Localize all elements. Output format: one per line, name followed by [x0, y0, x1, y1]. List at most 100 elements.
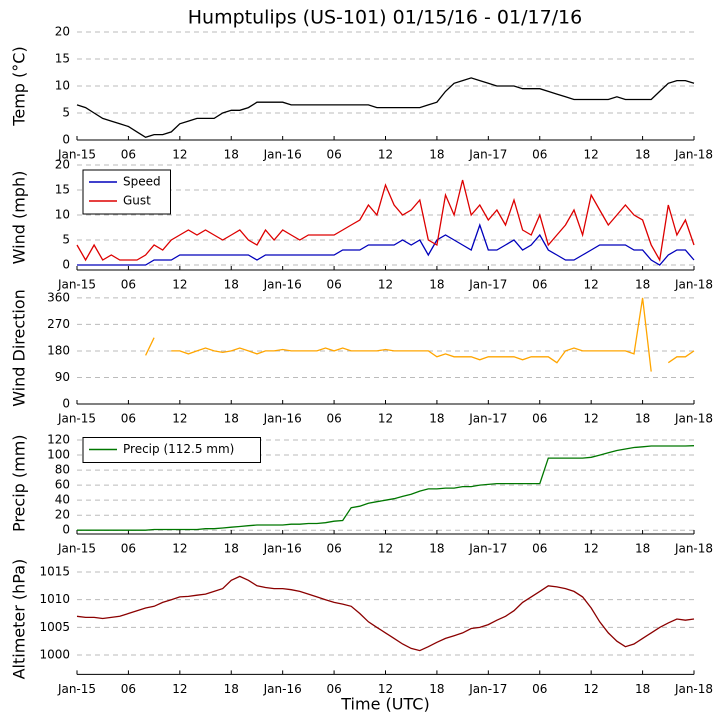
x-tick-label: 06: [326, 278, 341, 292]
y-axis-label: Altimeter (hPa): [10, 559, 29, 680]
x-tick-label: 18: [635, 542, 650, 556]
legend-box: [82, 169, 171, 215]
x-tick-label: 06: [326, 148, 341, 162]
y-tick-label: 5: [62, 106, 70, 120]
x-tick-label: 18: [635, 148, 650, 162]
y-tick-label: 1015: [39, 565, 70, 579]
x-tick-label: 18: [429, 412, 444, 426]
legend-label: Gust: [123, 194, 151, 208]
x-tick-label: 06: [121, 278, 136, 292]
data-line: [77, 445, 695, 531]
x-tick-label: 18: [429, 542, 444, 556]
x-tick-label: 06: [326, 412, 341, 426]
y-axis-label: Wind (mph): [10, 171, 29, 265]
x-tick-label: Jan-18: [674, 148, 713, 162]
x-tick-label: Jan-18: [674, 682, 713, 696]
x-tick-label: Jan-15: [57, 278, 96, 292]
data-line: [77, 222, 695, 266]
y-tick-label: 360: [47, 290, 70, 304]
x-tick-label: 12: [584, 542, 599, 556]
x-tick-label: Jan-16: [263, 542, 302, 556]
y-tick-label: 1000: [39, 648, 70, 662]
x-tick-label: 12: [172, 278, 187, 292]
x-tick-label: 12: [172, 148, 187, 162]
y-tick-label: 180: [47, 343, 70, 357]
x-tick-label: Jan-18: [674, 278, 713, 292]
x-tick-label: 06: [121, 148, 136, 162]
x-tick-label: Jan-17: [468, 682, 507, 696]
x-tick-label: 18: [635, 278, 650, 292]
x-tick-label: Jan-15: [57, 412, 96, 426]
x-tick-label: Jan-15: [57, 148, 96, 162]
y-tick-label: 270: [47, 317, 70, 331]
x-tick-label: Jan-18: [674, 542, 713, 556]
x-tick-label: 12: [378, 278, 393, 292]
y-tick-label: 1005: [39, 620, 70, 634]
x-tick-label: 12: [172, 412, 187, 426]
x-tick-label: 06: [532, 148, 547, 162]
y-tick-label: 10: [55, 79, 70, 93]
y-tick-label: 0: [62, 397, 70, 411]
x-tick-label: 12: [584, 278, 599, 292]
x-tick-label: 12: [172, 542, 187, 556]
data-line: [76, 77, 695, 139]
x-tick-label: Jan-17: [468, 278, 507, 292]
x-tick-label: Jan-18: [674, 412, 713, 426]
x-tick-label: 18: [429, 278, 444, 292]
y-axis-label: Wind Direction: [10, 289, 29, 407]
y-tick-label: 120: [47, 433, 70, 447]
legend-label: Precip (112.5 mm): [123, 442, 234, 456]
x-tick-label: 12: [584, 682, 599, 696]
x-tick-label: 18: [635, 682, 650, 696]
x-tick-label: Jan-15: [57, 542, 96, 556]
y-tick-label: 15: [55, 52, 70, 66]
y-tick-label: 0: [62, 258, 70, 272]
x-tick-label: 18: [224, 148, 239, 162]
data-line: [76, 575, 695, 652]
data-line: [145, 297, 695, 372]
chart-title: Humptulips (US-101) 01/15/16 - 01/17/16: [188, 7, 583, 29]
y-tick-label: 40: [55, 493, 70, 507]
y-axis-label: Temp (°C): [10, 46, 29, 126]
y-tick-label: 10: [55, 208, 70, 222]
x-tick-label: 06: [532, 278, 547, 292]
x-tick-label: 18: [635, 412, 650, 426]
x-axis-label: Time (UTC): [340, 695, 429, 714]
x-tick-label: Jan-16: [263, 278, 302, 292]
x-tick-label: 06: [121, 412, 136, 426]
y-tick-label: 20: [55, 508, 70, 522]
x-tick-label: 06: [121, 542, 136, 556]
x-tick-label: 06: [121, 682, 136, 696]
y-tick-label: 80: [55, 463, 70, 477]
y-tick-label: 15: [55, 183, 70, 197]
x-tick-label: Jan-15: [57, 682, 96, 696]
y-tick-label: 90: [55, 370, 70, 384]
x-tick-label: 12: [378, 542, 393, 556]
x-tick-label: 18: [429, 682, 444, 696]
y-tick-label: 1010: [39, 592, 70, 606]
y-tick-label: 0: [62, 523, 70, 537]
y-tick-label: 5: [62, 233, 70, 247]
x-tick-label: 06: [532, 542, 547, 556]
y-tick-label: 20: [55, 158, 70, 172]
y-tick-label: 60: [55, 478, 70, 492]
x-tick-label: 18: [224, 278, 239, 292]
x-tick-label: 18: [224, 682, 239, 696]
x-tick-label: 18: [224, 412, 239, 426]
x-tick-label: 12: [378, 682, 393, 696]
x-tick-label: Jan-16: [263, 412, 302, 426]
x-tick-label: 12: [378, 148, 393, 162]
x-tick-label: 12: [584, 148, 599, 162]
y-axis-label: Precip (mm): [10, 434, 29, 532]
x-tick-label: 12: [172, 682, 187, 696]
x-tick-label: Jan-16: [263, 148, 302, 162]
legend-box: [82, 437, 261, 463]
x-tick-label: 06: [532, 412, 547, 426]
data-line: [76, 179, 695, 262]
y-tick-label: 100: [47, 448, 70, 462]
x-tick-label: 12: [378, 412, 393, 426]
x-tick-label: 06: [532, 682, 547, 696]
x-tick-label: 18: [429, 148, 444, 162]
x-tick-label: 12: [584, 412, 599, 426]
